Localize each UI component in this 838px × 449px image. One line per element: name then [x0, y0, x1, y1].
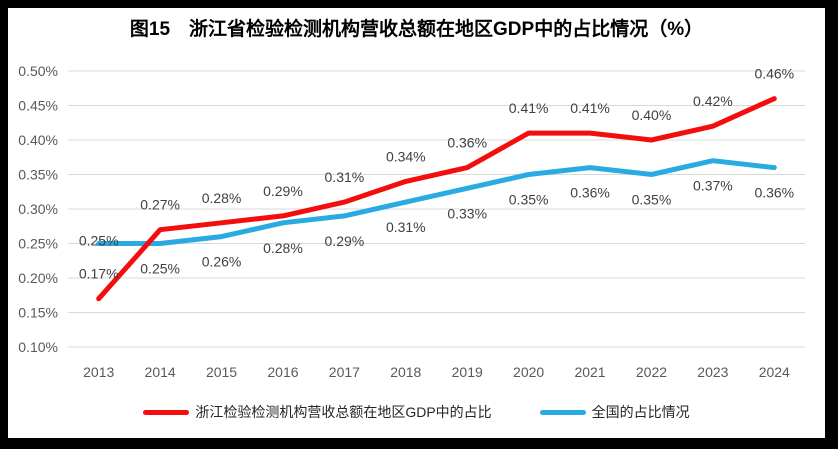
- data-label-series-1: 0.26%: [202, 254, 242, 270]
- data-label-series-0: 0.36%: [447, 135, 487, 151]
- data-label-series-1: 0.25%: [79, 233, 119, 249]
- data-label-series-0: 0.17%: [79, 266, 119, 282]
- series-line-1: [96, 158, 777, 246]
- chart-legend: 浙江检验检测机构营收总额在地区GDP中的占比 全国的占比情况: [8, 401, 825, 423]
- y-axis-tick-label: 0.50%: [18, 63, 58, 79]
- data-label-series-0: 0.41%: [570, 100, 610, 116]
- line-chart: 0.10% 0.15% 0.20% 0.25% 0.30% 0.35% 0.40% 0.45%…: [18, 63, 805, 380]
- y-axis-tick-label: 0.10%: [18, 339, 58, 355]
- data-label-series-0: 0.41%: [509, 100, 549, 116]
- data-label-series-1: 0.36%: [570, 185, 610, 201]
- x-axis-tick-label: 2017: [329, 364, 360, 380]
- x-axis-tick-label: 2021: [574, 364, 605, 380]
- data-label-series-0: 0.34%: [386, 148, 426, 164]
- data-label-series-1: 0.36%: [754, 185, 794, 201]
- data-label-series-0: 0.31%: [325, 169, 365, 185]
- y-axis-tick-label: 0.30%: [18, 201, 58, 217]
- legend-item-national: 全国的占比情况: [539, 402, 690, 422]
- blue-line-icon: [539, 409, 586, 415]
- x-axis-tick-label: 2013: [83, 364, 114, 380]
- data-label-series-1: 0.35%: [509, 192, 549, 208]
- y-axis-tick-label: 0.15%: [18, 305, 58, 321]
- x-axis-tick-label: 2015: [206, 364, 237, 380]
- data-label-series-0: 0.28%: [202, 190, 242, 206]
- y-axis-tick-label: 0.35%: [18, 167, 58, 183]
- y-axis-tick-label: 0.45%: [18, 98, 58, 114]
- y-axis-tick-label: 0.40%: [18, 132, 58, 148]
- red-line-icon: [143, 409, 190, 415]
- data-label-series-0: 0.40%: [632, 107, 672, 123]
- x-axis-tick-label: 2016: [267, 364, 298, 380]
- data-label-series-1: 0.37%: [693, 178, 733, 194]
- data-label-series-0: 0.27%: [140, 197, 180, 213]
- y-axis-tick-label: 0.20%: [18, 270, 58, 286]
- x-axis-tick-label: 2022: [636, 364, 667, 380]
- series-line-0: [96, 96, 777, 302]
- x-axis-tick-label: 2014: [145, 364, 176, 380]
- y-axis-tick-label: 0.25%: [18, 236, 58, 252]
- x-axis-tick-label: 2024: [759, 364, 790, 380]
- x-axis-tick-label: 2023: [697, 364, 728, 380]
- data-label-series-0: 0.46%: [754, 66, 794, 82]
- x-axis-tick-label: 2019: [452, 364, 483, 380]
- chart-title: 图15 浙江省检验检测机构营收总额在地区GDP中的占比情况（%）: [129, 19, 704, 40]
- data-label-series-1: 0.33%: [447, 205, 487, 221]
- data-label-series-0: 0.42%: [693, 93, 733, 109]
- data-label-series-1: 0.31%: [386, 219, 426, 235]
- data-label-series-1: 0.35%: [632, 192, 672, 208]
- data-label-series-1: 0.25%: [140, 261, 180, 277]
- data-label-series-1: 0.29%: [325, 233, 365, 249]
- chart-frame: 图15 浙江省检验检测机构营收总额在地区GDP中的占比情况（%） 0.10% 0.…: [8, 8, 825, 438]
- x-axis-tick-label: 2018: [390, 364, 421, 380]
- data-label-series-1: 0.28%: [263, 240, 303, 256]
- data-label-series-0: 0.29%: [263, 183, 303, 199]
- x-axis-tick-label: 2020: [513, 364, 544, 380]
- legend-label-zhejiang: 浙江检验检测机构营收总额在地区GDP中的占比: [195, 404, 492, 420]
- legend-label-national: 全国的占比情况: [591, 404, 690, 420]
- legend-item-zhejiang: 浙江检验检测机构营收总额在地区GDP中的占比: [143, 402, 492, 422]
